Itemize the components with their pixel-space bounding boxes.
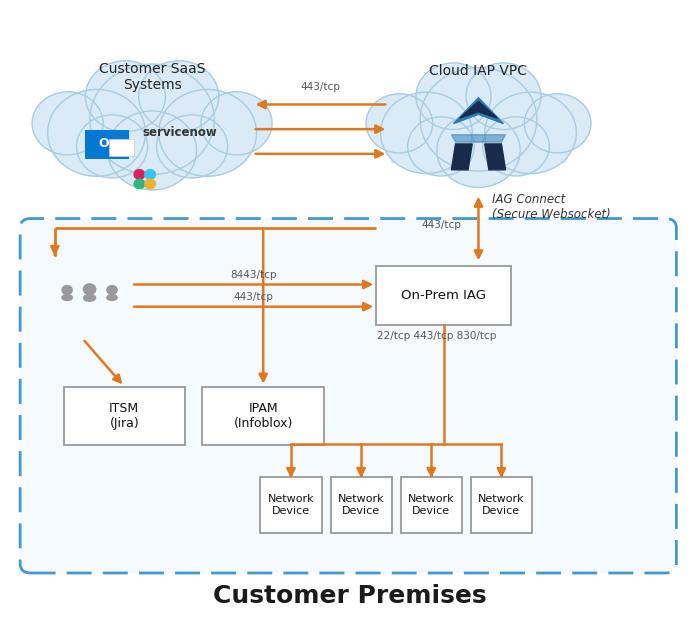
Circle shape xyxy=(381,92,472,174)
Circle shape xyxy=(139,61,218,132)
Circle shape xyxy=(482,117,550,176)
Circle shape xyxy=(145,170,155,179)
Text: Network
Device: Network Device xyxy=(267,494,314,516)
Polygon shape xyxy=(460,101,497,118)
Text: 443/tcp: 443/tcp xyxy=(421,220,461,231)
Text: 8443/tcp: 8443/tcp xyxy=(230,270,277,280)
Text: Cloud IAP VPC: Cloud IAP VPC xyxy=(430,63,528,78)
Text: O: O xyxy=(98,137,109,150)
FancyBboxPatch shape xyxy=(471,478,532,533)
Text: IAG Connect
(Secure Websocket): IAG Connect (Secure Websocket) xyxy=(492,193,611,221)
Circle shape xyxy=(157,115,228,178)
Circle shape xyxy=(201,92,272,155)
Circle shape xyxy=(134,170,145,179)
Polygon shape xyxy=(452,135,505,142)
Circle shape xyxy=(366,94,433,153)
FancyBboxPatch shape xyxy=(64,386,185,445)
Circle shape xyxy=(76,115,148,178)
Ellipse shape xyxy=(61,294,73,301)
FancyBboxPatch shape xyxy=(330,478,392,533)
Circle shape xyxy=(466,63,541,129)
Ellipse shape xyxy=(83,294,97,302)
Circle shape xyxy=(420,68,537,171)
Text: 443/tcp: 443/tcp xyxy=(234,292,274,302)
Circle shape xyxy=(145,179,155,188)
Text: servicenow: servicenow xyxy=(143,126,217,139)
FancyBboxPatch shape xyxy=(400,478,462,533)
Ellipse shape xyxy=(106,294,118,301)
Circle shape xyxy=(32,92,103,155)
Circle shape xyxy=(108,111,197,190)
Text: Network
Device: Network Device xyxy=(478,494,525,516)
Text: Network
Device: Network Device xyxy=(338,494,384,516)
Text: Customer SaaS
Systems: Customer SaaS Systems xyxy=(99,62,205,92)
FancyBboxPatch shape xyxy=(85,130,130,159)
FancyBboxPatch shape xyxy=(59,142,246,163)
Text: ITSM
(Jira): ITSM (Jira) xyxy=(109,402,139,430)
Circle shape xyxy=(83,283,97,295)
FancyBboxPatch shape xyxy=(202,386,324,445)
FancyBboxPatch shape xyxy=(260,478,321,533)
Circle shape xyxy=(62,285,73,295)
Circle shape xyxy=(106,285,118,295)
Circle shape xyxy=(524,94,591,153)
Circle shape xyxy=(134,179,145,188)
FancyBboxPatch shape xyxy=(20,218,676,573)
Circle shape xyxy=(437,113,520,187)
Circle shape xyxy=(48,90,146,176)
Polygon shape xyxy=(484,144,505,170)
Circle shape xyxy=(416,63,491,129)
Circle shape xyxy=(407,117,475,176)
Circle shape xyxy=(90,64,214,175)
FancyBboxPatch shape xyxy=(391,142,566,163)
Circle shape xyxy=(484,92,576,174)
Text: 22/tcp 443/tcp 830/tcp: 22/tcp 443/tcp 830/tcp xyxy=(377,331,496,341)
Circle shape xyxy=(159,90,256,176)
Polygon shape xyxy=(454,98,503,124)
Text: IPAM
(Infoblox): IPAM (Infoblox) xyxy=(234,402,293,430)
Text: 443/tcp: 443/tcp xyxy=(300,82,340,92)
FancyBboxPatch shape xyxy=(109,139,134,156)
Text: On-Prem IAG: On-Prem IAG xyxy=(401,289,486,302)
Circle shape xyxy=(85,61,165,132)
Text: Network
Device: Network Device xyxy=(408,494,454,516)
FancyBboxPatch shape xyxy=(376,266,512,325)
Polygon shape xyxy=(452,144,472,170)
Text: Customer Premises: Customer Premises xyxy=(214,584,486,608)
